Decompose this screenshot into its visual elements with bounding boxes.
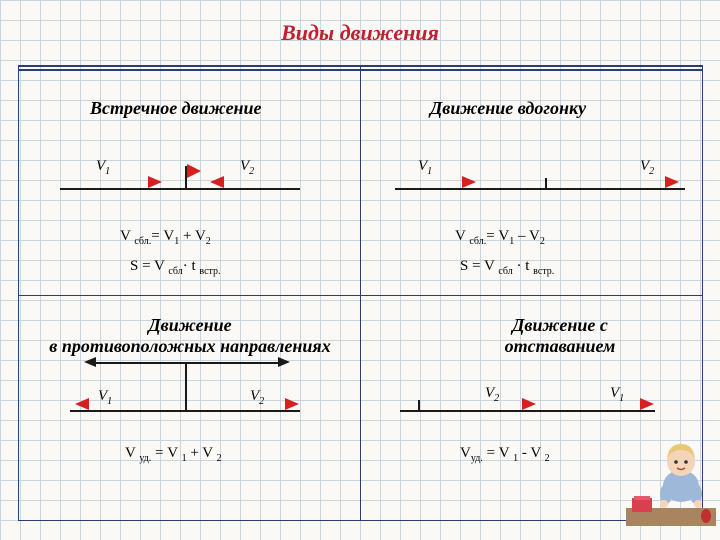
q4-axis (400, 410, 655, 412)
q4-formula: Vуд. = V 1 - V 2 (460, 445, 550, 464)
q4-arrow1 (522, 398, 536, 410)
q4-v2: V2 (485, 385, 499, 404)
q2-v2: V2 (640, 158, 654, 177)
q2-v1: V1 (418, 158, 432, 177)
q1-title: Встречное движение (90, 98, 262, 119)
q3-axis-bot (70, 410, 300, 412)
q4-arrow2 (640, 398, 654, 410)
q1-v1: V1 (96, 158, 110, 177)
q3-marker (185, 362, 187, 410)
q3-top-arrow-r (278, 357, 290, 367)
q1-flag (185, 166, 187, 188)
frame-center (360, 65, 361, 520)
q2-formula1: V сбл.= V1 – V2 (455, 228, 545, 247)
q2-arrow1 (462, 176, 476, 188)
frame-left (18, 65, 19, 520)
cartoon-character (626, 436, 716, 536)
q3-axis-top (95, 362, 280, 364)
q1-arrow-left (210, 176, 224, 188)
q2-axis (395, 188, 685, 190)
q1-axis (60, 188, 300, 190)
q4-v1: V1 (610, 385, 624, 404)
q3-title: Движениев противоположных направлениях (45, 315, 335, 357)
q2-title: Движение вдогонку (430, 98, 586, 119)
q3-v2: V2 (250, 388, 264, 407)
q4-title: Движение сотставанием (480, 315, 640, 357)
q1-formula1: V сбл.= V1 + V2 (120, 228, 211, 247)
q3-formula: V уд. = V 1 + V 2 (125, 445, 222, 464)
q2-formula2: S = V сбл · t встр. (460, 258, 554, 277)
page-title: Виды движения (0, 20, 720, 46)
q3-v1: V1 (98, 388, 112, 407)
q3-arrow-r (285, 398, 299, 410)
q2-tick (545, 178, 547, 190)
q1-arrow-right (148, 176, 162, 188)
q1-v2: V2 (240, 158, 254, 177)
q3-arrow-l (75, 398, 89, 410)
q3-top-arrow-l (84, 357, 96, 367)
q4-tick (418, 400, 420, 412)
q2-arrow2 (665, 176, 679, 188)
q1-formula2: S = V сбл· t встр. (130, 258, 221, 277)
frame-bottom (18, 520, 702, 521)
